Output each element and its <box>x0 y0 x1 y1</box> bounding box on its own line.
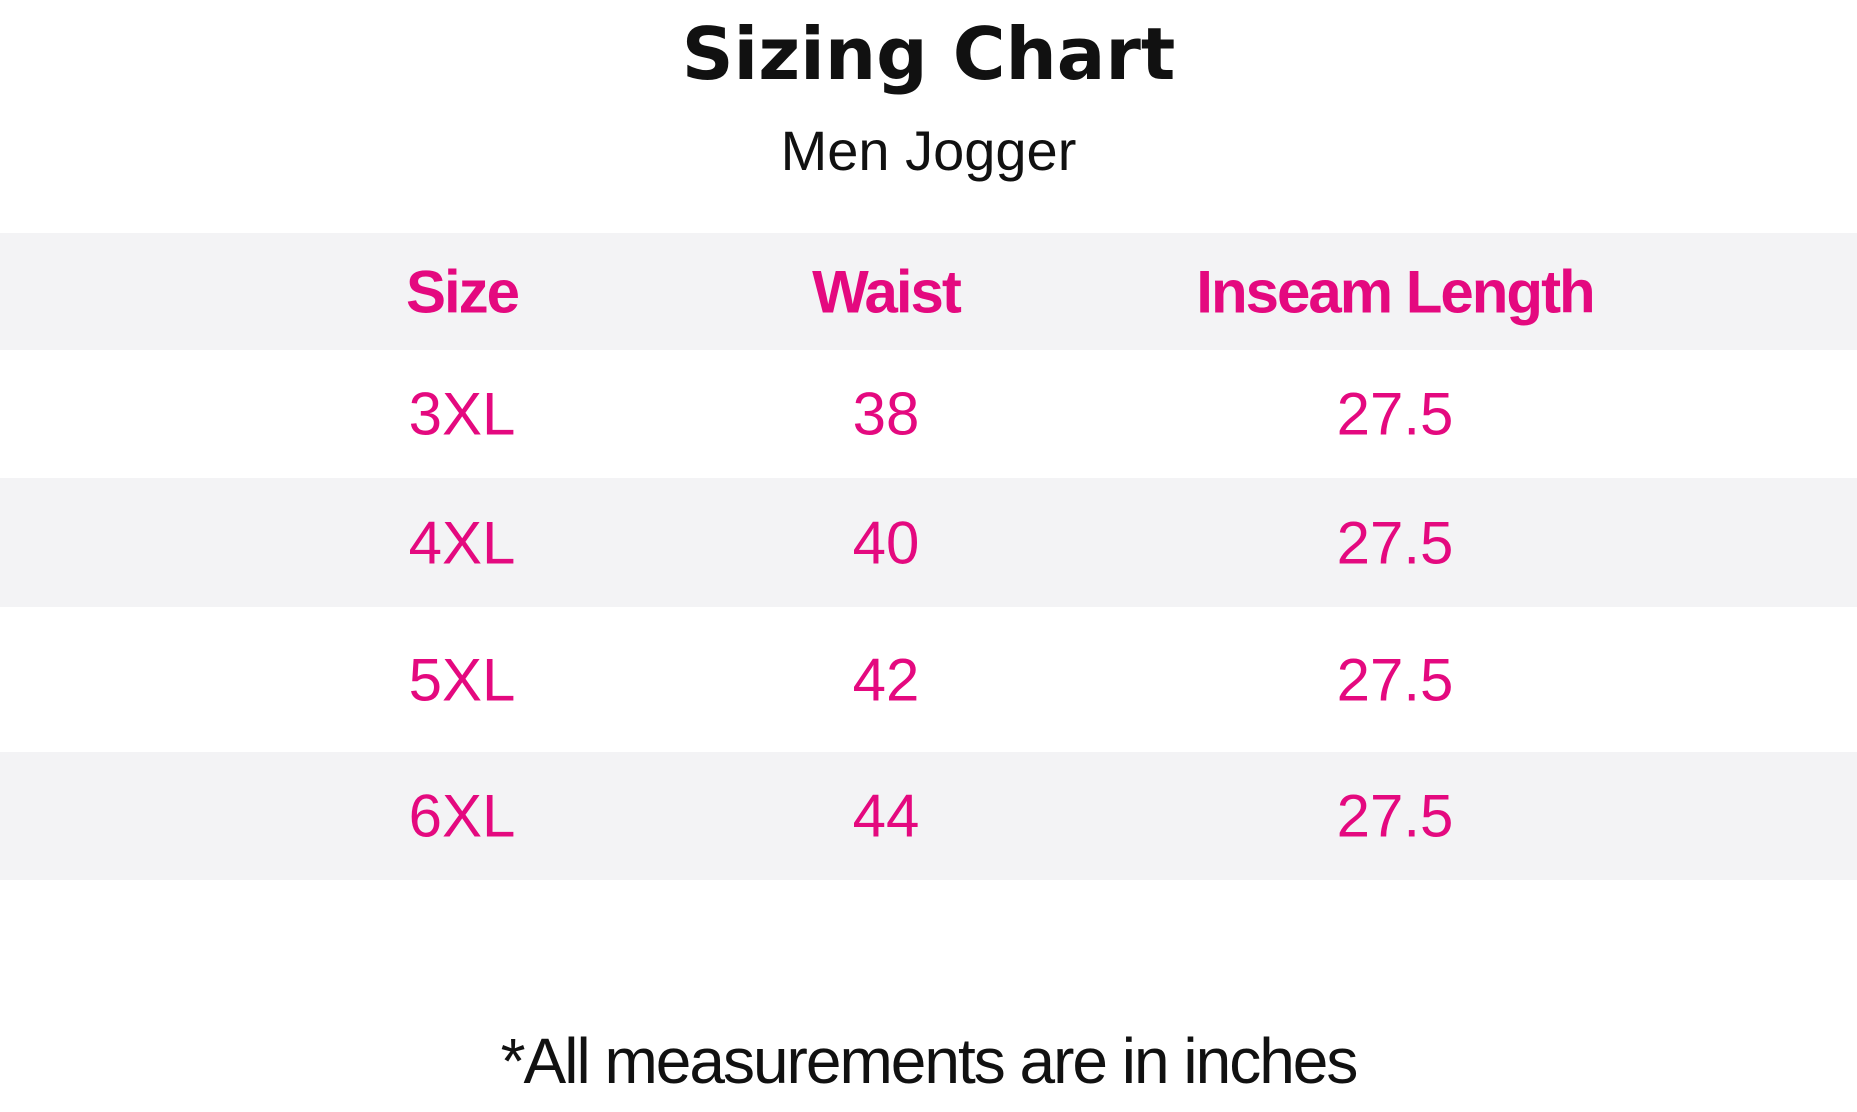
column-header: Inseam Length <box>1196 258 1595 325</box>
table-row <box>0 607 1857 752</box>
table-cell: 4XL <box>408 509 516 576</box>
column-header: Waist <box>812 258 962 325</box>
table-cell: 27.5 <box>1336 380 1454 448</box>
table-cell: 27.5 <box>1336 646 1454 713</box>
footnote: *All measurements are in inches <box>500 1025 1359 1097</box>
table-cell: 44 <box>852 782 920 850</box>
table-cell: 38 <box>852 380 920 448</box>
title: Sizing Chart <box>681 12 1176 96</box>
table-cell: 27.5 <box>1336 509 1454 576</box>
column-header: Size <box>405 258 520 325</box>
table-row <box>0 752 1857 880</box>
table-cell: 27.5 <box>1336 782 1454 850</box>
table-cell: 42 <box>852 646 920 713</box>
table-cell: 6XL <box>408 782 516 850</box>
table-cell: 3XL <box>408 380 516 448</box>
table-row <box>0 478 1857 607</box>
table-row <box>0 350 1857 478</box>
header-row <box>0 233 1857 350</box>
subtitle: Men Jogger <box>780 119 1077 182</box>
table-cell: 40 <box>852 509 920 576</box>
table-cell: 5XL <box>408 646 516 713</box>
